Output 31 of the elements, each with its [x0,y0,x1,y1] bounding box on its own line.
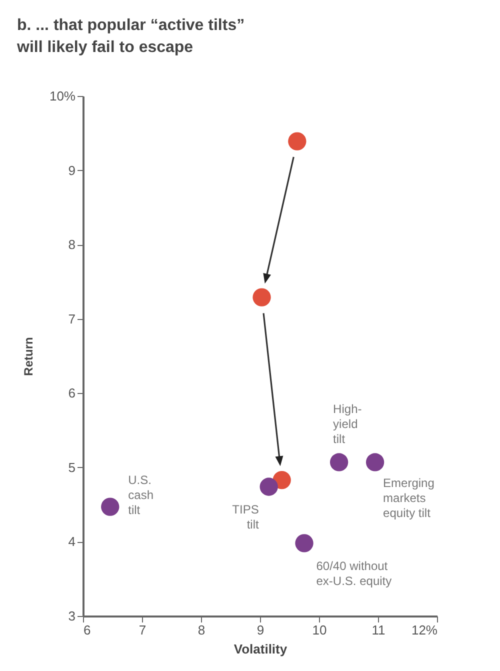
annotation: TIPS tilt [232,502,260,532]
y-tick-label: 6 [68,386,76,401]
text: will likely fail to escape [17,39,194,56]
point [101,498,120,516]
point [288,132,306,150]
x-tick-label: 7 [138,622,146,638]
y-tick-label: 3 [68,608,76,624]
y-tick-label: 4 [68,534,76,550]
point [366,453,384,472]
x-tick-label: 9 [256,622,264,638]
x-tick-label: 11 [372,622,386,638]
annotation: 60/40 without ex-U.S. equity [316,559,392,588]
y-axis-title: Return [21,337,36,376]
y-tick-label: 5 [68,460,76,475]
annotation: Emerging markets equity tilt [383,476,434,520]
y-tick-label: 8 [68,237,76,252]
point [260,478,278,496]
text: b. ... that popular “active tilts” [17,17,245,34]
y-tick-label: 7 [68,311,76,326]
x-tick-label: 8 [198,622,206,638]
x-tick-label: 10 [312,622,327,638]
point [295,534,314,552]
point [330,453,348,472]
x-axis-title: Volatility [234,642,288,656]
x-tick-label: 6 [84,622,91,638]
point [252,288,271,306]
x-tick-label: 12% [411,622,438,638]
annotation: U.S. cash tilt [128,472,154,517]
annotation: High- yield tilt [333,402,362,446]
y-tick-label: 10% [49,88,76,104]
y-tick-label: 9 [68,162,76,178]
